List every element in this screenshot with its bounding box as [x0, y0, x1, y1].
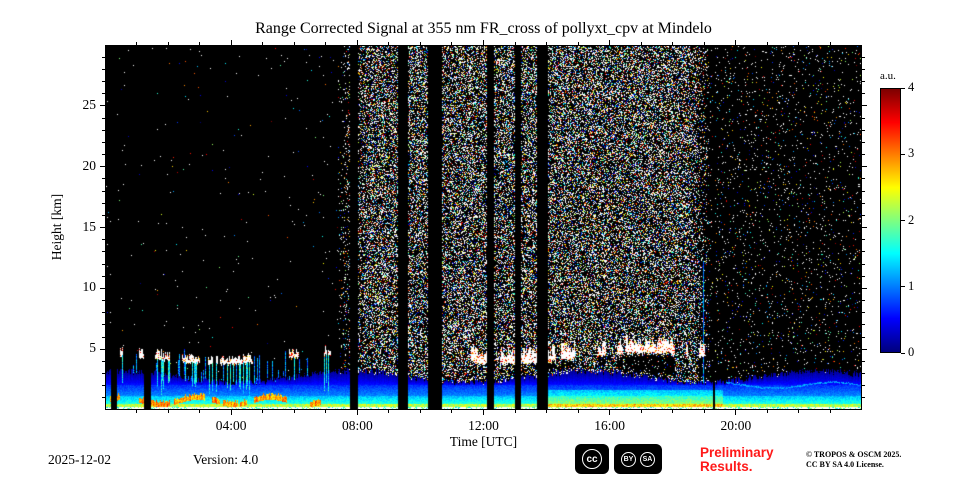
axis-tick	[862, 141, 865, 143]
axis-tick	[356, 410, 358, 415]
axis-tick	[199, 410, 201, 413]
axis-tick	[546, 410, 548, 413]
axis-tick	[609, 410, 611, 415]
axis-tick	[672, 410, 674, 413]
axis-tick	[862, 93, 865, 95]
cc-circle-icon: cc	[582, 449, 602, 469]
x-tick-label: 16:00	[594, 418, 626, 433]
axis-tick	[901, 220, 905, 221]
axis-tick	[862, 385, 865, 387]
preliminary-results-note: Preliminary Results.	[700, 446, 774, 474]
axis-tick	[388, 410, 390, 413]
heatmap-canvas	[106, 46, 861, 409]
by-sa-icons: BY SA	[614, 444, 662, 474]
axis-tick	[862, 239, 865, 241]
axis-tick	[862, 287, 867, 289]
axis-tick	[862, 105, 867, 107]
colorbar-tick-label: 0	[908, 345, 915, 359]
axis-tick	[862, 129, 865, 131]
axis-tick	[862, 68, 865, 70]
axis-tick	[862, 190, 865, 192]
axis-tick	[862, 397, 865, 399]
axis-tick	[798, 410, 800, 413]
colorbar-tick-label: 1	[908, 278, 915, 293]
y-tick-label: 5	[89, 340, 96, 356]
axis-tick	[862, 202, 865, 204]
copyright-line1: © TROPOS & OSCM 2025.	[806, 450, 902, 459]
x-tick-label: 04:00	[215, 418, 247, 433]
axis-tick	[862, 275, 865, 277]
version-label: Version: 4.0	[193, 452, 259, 467]
plot-area	[105, 45, 862, 410]
axis-tick	[862, 166, 867, 168]
axis-tick	[862, 348, 867, 350]
axis-tick	[703, 410, 705, 413]
axis-tick	[862, 300, 865, 301]
y-axis-label: Height [km]	[49, 193, 64, 261]
y-tick-label: 10	[82, 279, 97, 295]
y-tick-label: 20	[82, 157, 97, 173]
axis-tick	[167, 410, 169, 413]
preliminary-line1: Preliminary	[700, 445, 774, 460]
by-attribution-icon: BY	[621, 451, 636, 467]
axis-tick	[451, 410, 453, 413]
colorbar	[880, 88, 901, 353]
axis-tick	[862, 154, 865, 155]
date-label: 2025-12-02	[48, 452, 111, 467]
axis-tick	[862, 336, 865, 338]
axis-tick	[862, 56, 865, 58]
x-tick-label: 12:00	[468, 418, 499, 433]
axis-tick	[514, 410, 516, 413]
axis-tick	[862, 312, 865, 314]
cc-license-badge: cc BY SA	[575, 444, 662, 474]
axis-tick	[862, 360, 865, 362]
axis-tick	[901, 87, 905, 89]
axis-tick	[862, 178, 865, 180]
axis-tick	[862, 251, 865, 253]
axis-tick	[230, 410, 232, 415]
axis-tick	[862, 227, 867, 228]
axis-tick	[862, 263, 865, 265]
preliminary-line2: Results.	[700, 459, 753, 474]
sa-sharealike-icon: SA	[640, 451, 655, 467]
colorbar-canvas	[881, 89, 900, 352]
axis-tick	[829, 410, 831, 413]
x-tick-label: 08:00	[341, 418, 373, 433]
colorbar-tick-label: 3	[908, 146, 915, 161]
axis-tick	[862, 117, 865, 119]
axis-tick	[901, 153, 905, 155]
axis-tick	[640, 410, 642, 413]
x-tick-label: 20:00	[720, 418, 752, 433]
copyright-line2: CC BY SA 4.0 License.	[806, 460, 884, 469]
axis-tick	[325, 410, 327, 413]
axis-tick	[577, 410, 579, 413]
colorbar-tick-label: 2	[908, 212, 915, 227]
axis-tick	[901, 352, 905, 354]
axis-tick	[862, 81, 865, 82]
chart-title: Range Corrected Signal at 355 nm FR_cros…	[255, 20, 712, 37]
copyright-note: © TROPOS & OSCM 2025. CC BY SA 4.0 Licen…	[806, 450, 901, 470]
x-axis-label: Time [UTC]	[449, 434, 518, 449]
axis-tick	[901, 286, 905, 288]
colorbar-tick-label: 4	[908, 80, 915, 94]
axis-tick	[862, 373, 865, 374]
axis-tick	[862, 324, 865, 326]
cc-icon: cc	[575, 444, 609, 474]
y-tick-label: 25	[82, 96, 97, 112]
axis-tick	[735, 410, 737, 415]
axis-tick	[262, 410, 264, 413]
axis-tick	[136, 410, 138, 413]
axis-tick	[293, 410, 295, 413]
axis-tick	[483, 410, 484, 415]
axis-tick	[419, 410, 421, 413]
colorbar-unit-label: a.u.	[880, 70, 896, 82]
axis-tick	[766, 410, 768, 413]
axis-tick	[862, 214, 865, 216]
